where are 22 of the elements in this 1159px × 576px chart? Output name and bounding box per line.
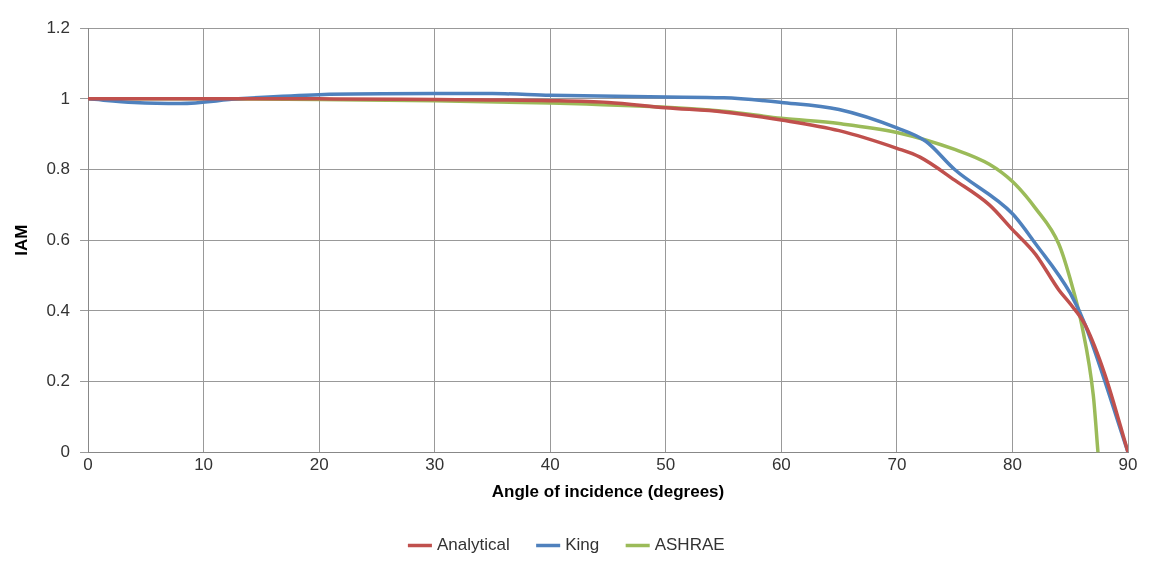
legend-label: King (565, 535, 600, 555)
x-tick-label: 50 (656, 455, 676, 475)
x-tick-label: 80 (1002, 455, 1022, 475)
y-tick-label: 1 (60, 88, 71, 108)
x-tick-label: 0 (83, 455, 93, 475)
x-tick-label: 90 (1118, 455, 1138, 475)
x-tick-label: 10 (194, 455, 214, 475)
y-tick-label: 0.4 (46, 300, 71, 320)
x-axis-title: Angle of incidence (degrees) (491, 482, 725, 502)
y-tick-label: 0.2 (46, 371, 71, 391)
y-tick-label: 0.8 (46, 159, 71, 179)
x-tick-label: 60 (771, 455, 791, 475)
legend-label: Analytical (436, 535, 510, 555)
x-tick-label: 20 (309, 455, 329, 475)
y-tick-label: 1.2 (46, 17, 71, 37)
x-tick-label: 30 (425, 455, 445, 475)
y-tick-label: 0 (60, 441, 71, 461)
y-tick-label: 0.6 (46, 229, 71, 249)
y-axis-title: IAM (11, 224, 31, 256)
x-tick-label: 70 (887, 455, 907, 475)
legend-label: ASHRAE (654, 535, 725, 555)
x-tick-label: 40 (540, 455, 560, 475)
